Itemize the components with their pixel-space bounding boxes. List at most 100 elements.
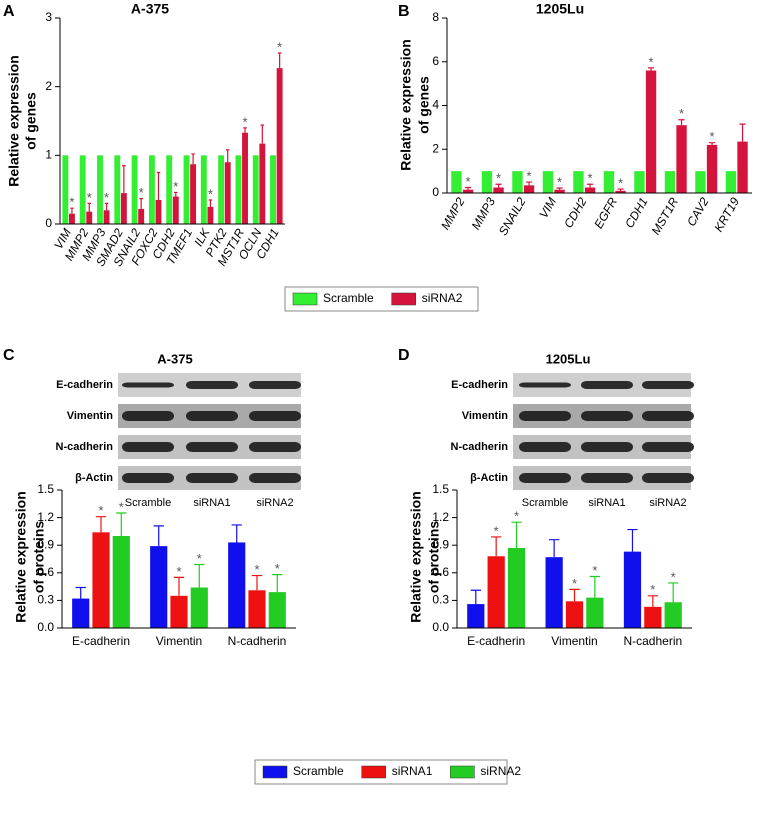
legend-label: siRNA2 bbox=[480, 764, 521, 778]
blot-band bbox=[642, 473, 694, 483]
error-bar bbox=[272, 574, 283, 593]
blot-row-label: E-cadherin bbox=[56, 379, 113, 391]
bar bbox=[623, 551, 642, 628]
blot-lane-label: siRNA1 bbox=[193, 497, 230, 509]
blot-band bbox=[186, 381, 238, 389]
error-bar bbox=[668, 582, 679, 603]
error-bar bbox=[191, 153, 195, 165]
significance: * bbox=[466, 174, 471, 189]
significance: * bbox=[176, 564, 181, 579]
error-bar bbox=[647, 595, 659, 607]
bar bbox=[79, 155, 86, 224]
blot-band bbox=[249, 411, 301, 421]
y-tick-label: 8 bbox=[432, 10, 439, 24]
x-tick-label: E-cadherin bbox=[72, 634, 130, 648]
significance: * bbox=[618, 176, 623, 191]
blot-band bbox=[122, 382, 174, 388]
bar bbox=[451, 171, 462, 193]
legend-label: Scramble bbox=[293, 764, 344, 778]
bar bbox=[586, 597, 604, 628]
significance: * bbox=[514, 509, 519, 524]
bar bbox=[737, 141, 748, 193]
bar bbox=[603, 171, 615, 193]
significance: * bbox=[496, 171, 501, 186]
y-axis-label: Relative expression bbox=[398, 39, 414, 171]
error-bar bbox=[75, 586, 86, 599]
bar bbox=[481, 171, 493, 193]
x-tick-label: MST1R bbox=[649, 195, 682, 238]
significance: * bbox=[173, 179, 178, 194]
bar bbox=[190, 164, 197, 224]
blot-band bbox=[581, 442, 633, 452]
blot-band bbox=[519, 382, 571, 388]
x-tick-label: E-cadherin bbox=[467, 634, 525, 648]
error-bar bbox=[617, 188, 624, 191]
bar bbox=[270, 155, 276, 224]
bar bbox=[487, 556, 505, 628]
significance: * bbox=[197, 551, 202, 566]
bar bbox=[166, 155, 173, 224]
panel-label: B bbox=[398, 3, 410, 20]
bar bbox=[235, 155, 242, 224]
error-bar bbox=[208, 199, 213, 207]
significance: * bbox=[104, 190, 109, 205]
significance: * bbox=[588, 171, 593, 186]
bar bbox=[695, 171, 706, 193]
bar bbox=[183, 155, 190, 224]
panel-label: D bbox=[398, 347, 410, 364]
y-tick-label: 4 bbox=[432, 98, 439, 112]
y-tick-label: 3 bbox=[45, 10, 52, 24]
significance: * bbox=[69, 195, 74, 210]
significance: * bbox=[649, 54, 654, 69]
error-bar bbox=[556, 187, 563, 190]
blot-band bbox=[249, 473, 301, 483]
blot-row-label: E-cadherin bbox=[451, 379, 508, 391]
y-axis-label: of proteins bbox=[426, 521, 442, 594]
bar bbox=[112, 536, 130, 628]
significance: * bbox=[254, 562, 259, 577]
error-bar bbox=[231, 524, 242, 543]
x-tick-label: SNAIL2 bbox=[496, 195, 529, 238]
blot-lane-label: siRNA2 bbox=[649, 497, 686, 509]
error-bar bbox=[70, 207, 74, 214]
blot-band bbox=[642, 442, 694, 452]
blot-band bbox=[186, 442, 238, 452]
significance: * bbox=[494, 523, 499, 538]
blot-row-label: N-cadherin bbox=[451, 441, 509, 453]
x-tick-label: CDH1 bbox=[622, 195, 650, 230]
bar bbox=[69, 213, 75, 224]
x-tick-label: CAV2 bbox=[684, 195, 712, 229]
significance: * bbox=[139, 185, 144, 200]
significance: * bbox=[679, 106, 684, 121]
error-bar bbox=[525, 181, 533, 186]
error-bar bbox=[490, 536, 502, 557]
bar bbox=[644, 606, 662, 628]
error-bar bbox=[139, 197, 143, 209]
bar bbox=[645, 70, 657, 193]
blot-band bbox=[519, 411, 571, 421]
bar bbox=[565, 601, 584, 628]
bar bbox=[725, 171, 737, 193]
y-tick-label: 0.6 bbox=[37, 565, 54, 579]
error-bar bbox=[95, 516, 107, 533]
error-bar bbox=[495, 183, 502, 188]
bar bbox=[97, 155, 103, 224]
blot-band bbox=[581, 381, 633, 389]
error-bar bbox=[589, 575, 601, 598]
blot-band bbox=[642, 411, 694, 421]
bar bbox=[200, 155, 207, 224]
bar bbox=[268, 592, 286, 628]
bar bbox=[512, 171, 523, 193]
error-bar bbox=[260, 124, 265, 144]
x-tick-label: N-cadherin bbox=[228, 634, 287, 648]
y-tick-label: 0.0 bbox=[37, 620, 54, 634]
bar bbox=[92, 532, 110, 628]
x-tick-label: VIM bbox=[536, 195, 559, 220]
bar bbox=[664, 171, 676, 193]
bar bbox=[86, 211, 93, 224]
significance: * bbox=[557, 174, 562, 189]
y-tick-label: 0.0 bbox=[432, 620, 449, 634]
bar bbox=[523, 185, 535, 193]
error-bar bbox=[647, 67, 655, 71]
